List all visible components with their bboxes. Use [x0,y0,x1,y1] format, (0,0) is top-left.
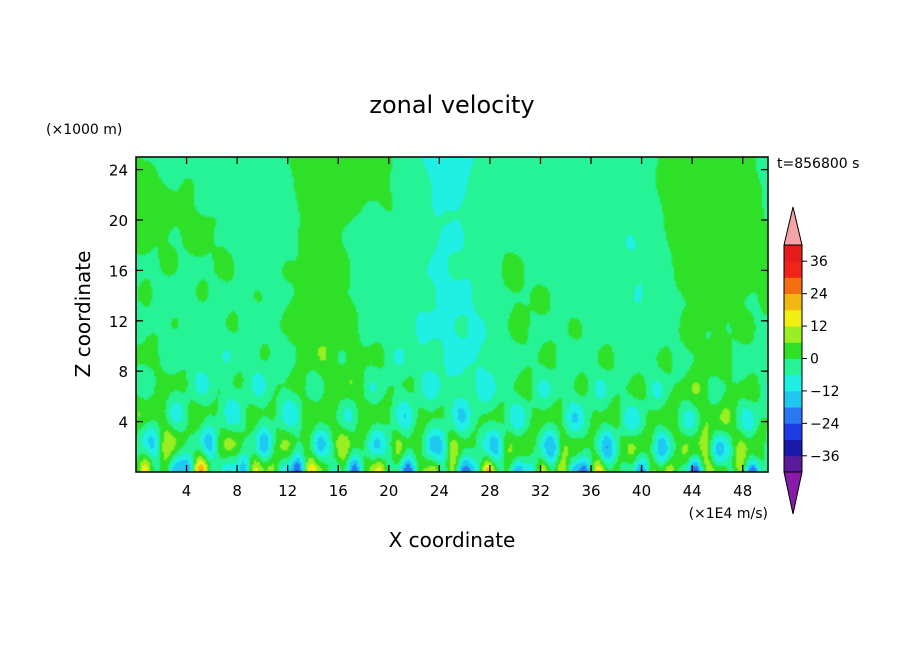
colorbar-label: −12 [810,384,840,400]
plot-frame [135,156,769,473]
y-tick-label: 8 [118,363,128,381]
y-tick-label: 4 [118,414,128,432]
x-tick-label: 16 [329,482,348,500]
contour-field [136,157,768,472]
x-axis-title: X coordinate [389,528,516,552]
colorbar-over-arrow [783,206,803,246]
colorbar-label: 0 [810,352,819,368]
y-tick-label: 20 [109,212,128,230]
x-tick-label: 24 [430,482,449,500]
colorbar-label: −24 [810,416,840,432]
x-tick-label: 32 [531,482,550,500]
colorbar: 36 24 12 0 −12 −24 −36 [783,206,840,515]
x-tick-label: 48 [733,482,752,500]
y-axis-ticks: 4 8 12 16 20 24 [109,162,768,432]
colorbar-band [784,326,802,343]
y-tick-label: 12 [109,313,128,331]
colorbar-band [784,455,802,473]
y-unit-label: (×1000 m) [46,122,122,138]
x-tick-label: 40 [632,482,651,500]
colorbar-band [784,439,802,457]
x-tick-label: 12 [278,482,297,500]
colorbar-band [784,423,802,440]
chart-title: zonal velocity [369,91,534,119]
colorbar-band [784,245,802,262]
colorbar-band [784,277,802,295]
colorbar-band [784,342,802,359]
colorbar-band [784,261,802,278]
colorbar-label: 36 [810,254,828,270]
x-tick-label: 28 [480,482,499,500]
colorbar-label: 12 [810,319,828,335]
x-tick-label: 4 [182,482,192,500]
colorbar-label: −36 [810,449,840,465]
x-tick-label: 36 [581,482,600,500]
colorbar-band [784,293,802,311]
y-axis-title: Z coordinate [71,251,95,378]
colorbar-band [784,358,802,376]
colorbar-band [784,374,802,392]
colorbar-under-arrow [783,471,803,515]
colorbar-band [784,309,802,327]
x-tick-label: 44 [683,482,702,500]
contour-field-image [136,157,768,472]
x-tick-label: 8 [232,482,242,500]
colorbar-band [784,407,802,424]
colorbar-band [784,390,802,408]
time-label: t=856800 s [777,156,859,172]
x-axis-ticks: 4 8 12 16 20 24 28 32 36 40 44 48 [182,157,752,500]
color-unit-label: (×1E4 m/s) [689,506,768,522]
y-tick-label: 16 [109,262,128,280]
y-tick-label: 24 [109,162,128,180]
x-tick-label: 20 [379,482,398,500]
colorbar-label: 24 [810,287,828,303]
